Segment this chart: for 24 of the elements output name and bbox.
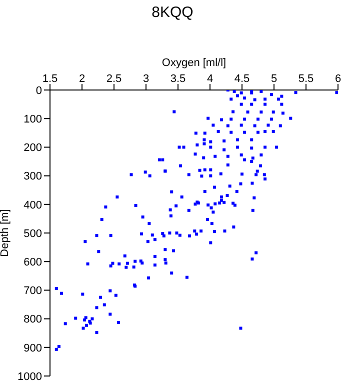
- y-tick-label: 200: [24, 142, 42, 154]
- x-tick-label: 2: [78, 73, 86, 85]
- y-tick-label: 1000: [18, 370, 42, 383]
- y-tick-label: 600: [24, 256, 42, 269]
- y-tick-label: 300: [24, 170, 42, 183]
- y-axis-title: Depth [m]: [0, 209, 11, 257]
- y-tick-label: 500: [24, 228, 42, 240]
- x-tick-label: 2.5: [106, 73, 122, 85]
- y-tick-label: 700: [24, 285, 42, 298]
- x-tick-label: 5.5: [298, 73, 314, 85]
- x-tick-label: 4.5: [234, 73, 250, 85]
- y-tick-label: 400: [24, 199, 42, 212]
- x-tick-label: 3.5: [170, 73, 186, 85]
- y-tick-label: 900: [24, 342, 42, 354]
- x-tick-label: 6: [334, 73, 342, 85]
- x-tick-label: 1.5: [42, 73, 58, 85]
- x-tick-label: 3: [142, 73, 150, 85]
- x-axis-title: Oxygen [ml/l]: [162, 56, 226, 69]
- x-tick-label: 4: [206, 73, 214, 85]
- x-tick-label: 5: [270, 73, 278, 85]
- y-tick-label: 100: [24, 114, 42, 126]
- chart-title: 8KQQ: [150, 4, 194, 21]
- y-tick-label: 800: [24, 314, 42, 326]
- y-tick-label: 0: [36, 84, 42, 97]
